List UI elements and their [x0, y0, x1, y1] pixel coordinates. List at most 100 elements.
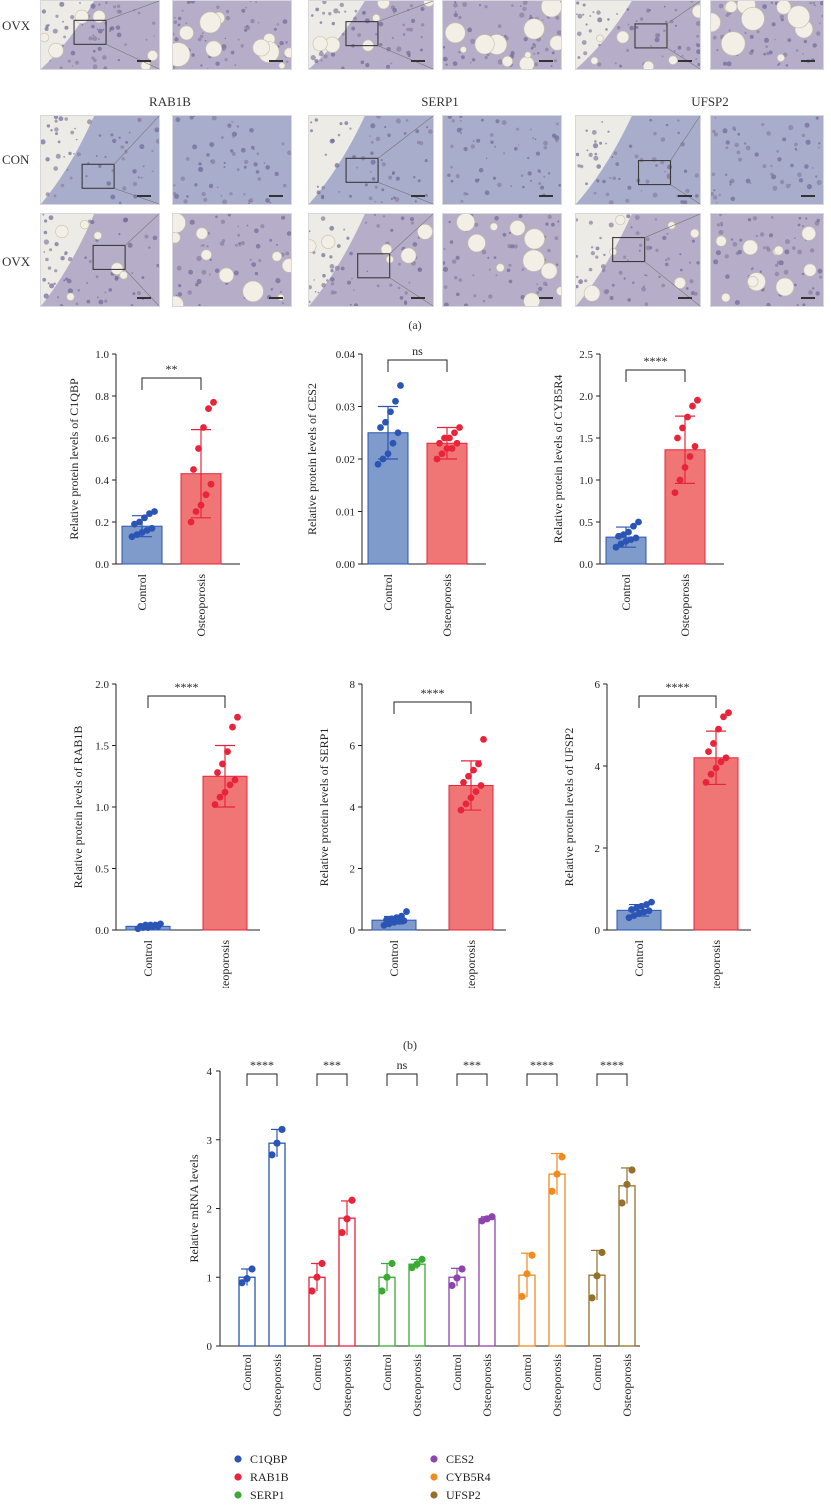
data-point — [436, 439, 443, 447]
data-point — [679, 424, 686, 432]
y-tick-label: 2 — [595, 843, 601, 855]
x-tick-label: Control — [450, 1353, 464, 1390]
data-point — [200, 424, 207, 431]
data-point — [214, 769, 221, 776]
y-tick-label: 1.0 — [95, 349, 109, 361]
zoom-box — [81, 163, 115, 189]
histology-image-ovx-top-2-zoom — [710, 0, 824, 70]
data-point — [418, 1255, 426, 1263]
data-point — [558, 1153, 566, 1161]
data-point — [308, 1287, 316, 1295]
data-point — [388, 1259, 396, 1268]
zoom-box — [92, 244, 126, 270]
data-point — [630, 522, 637, 530]
bar-ufsp2-osteoporosis — [618, 1185, 636, 1347]
data-point — [224, 748, 231, 756]
y-axis-label: Relative protein levels of SERP1 — [317, 728, 331, 887]
zoom-box — [357, 253, 391, 279]
significance-bracket — [386, 1073, 418, 1086]
bar-ces2-osteoporosis — [478, 1218, 496, 1347]
data-point — [394, 429, 402, 437]
histology-image-ovx-0-low — [40, 213, 160, 307]
data-point — [523, 1270, 531, 1278]
scale-bar — [539, 60, 553, 62]
x-tick-label: Osteoporosis — [410, 1354, 424, 1417]
data-point — [681, 464, 689, 471]
x-tick-label: Osteoporosis — [620, 1354, 634, 1417]
scale-bar — [411, 297, 425, 299]
data-point — [725, 709, 732, 717]
significance-label: **** — [175, 680, 199, 694]
data-point — [313, 1273, 321, 1281]
gene-label-ufsp2: UFSP2 — [691, 94, 729, 109]
x-tick-label: Osteoporosis — [218, 940, 232, 988]
x-tick-label: Osteoporosis — [550, 1354, 564, 1417]
data-point — [691, 443, 699, 450]
data-point — [205, 405, 212, 412]
x-tick-label: Osteoporosis — [270, 1354, 284, 1417]
data-point — [684, 413, 691, 421]
legend-svg: C1QBP RAB1B SERP1 CES2 CYB5R4 UFSP2 — [234, 1452, 491, 1502]
y-tick-label: 3 — [207, 1135, 213, 1147]
significance-label: **** — [644, 354, 668, 368]
legend-label-cyb5r4: CYB5R4 — [446, 1470, 491, 1484]
chart-mrna: Relative mRNA levels 0 1 2 3 4 Control Osteopor… — [187, 1058, 640, 1417]
histology-image-ovx-0-zoom — [172, 213, 292, 307]
data-point — [623, 1180, 631, 1189]
scale-bar — [678, 297, 692, 299]
data-point — [612, 543, 620, 551]
data-point — [231, 776, 239, 784]
histology-image-ovx-top-1-zoom — [442, 0, 562, 70]
y-tick-label: 0.5 — [579, 517, 593, 529]
data-point — [635, 518, 642, 526]
y-tick-label: 6 — [350, 741, 356, 753]
significance-label: **** — [421, 686, 445, 700]
y-tick-label: 0.0 — [95, 925, 109, 937]
zoom-box — [634, 23, 668, 49]
data-point — [689, 402, 696, 410]
y-tick-label: 0.8 — [95, 391, 109, 403]
y-tick-label: 8 — [350, 679, 356, 691]
data-point — [374, 460, 382, 468]
row-label-ovx-top: OVX — [2, 18, 31, 33]
data-point — [617, 540, 625, 548]
data-point — [142, 921, 149, 929]
data-point — [438, 450, 446, 458]
data-point — [229, 723, 236, 731]
data-point — [457, 806, 465, 814]
histology-image-con-2-zoom — [710, 115, 824, 205]
data-point — [480, 735, 487, 743]
data-point — [243, 1275, 251, 1283]
data-point — [234, 713, 241, 721]
histology-image-con-0-low — [40, 115, 160, 205]
data-point — [192, 508, 200, 515]
row-label-ovx: OVX — [2, 254, 31, 269]
y-tick-label: 1.5 — [95, 741, 109, 753]
gene-label-serp1: SERP1 — [421, 94, 459, 109]
x-tick-label: Osteoporosis — [464, 940, 478, 988]
bar-cyb5r4-osteoporosis — [548, 1173, 566, 1347]
significance-label: ** — [166, 362, 178, 376]
significance-bracket — [526, 1073, 558, 1086]
zoom-box — [73, 19, 107, 45]
y-tick-label: 2 — [350, 864, 356, 876]
histology-image-ovx-top-0-zoom — [172, 0, 292, 70]
y-tick-label: 2 — [207, 1204, 213, 1216]
data-point — [645, 907, 653, 915]
y-tick-label: 0.2 — [95, 517, 109, 529]
significance-bracket — [596, 1073, 628, 1086]
data-point — [548, 1187, 556, 1195]
data-point — [453, 439, 461, 447]
data-point — [477, 782, 485, 789]
y-axis-label: Relative protein levels of CYB5R4 — [551, 375, 565, 544]
significance-bracket — [393, 701, 472, 714]
x-tick-label: Control — [632, 939, 646, 976]
significance-bracket — [246, 1073, 278, 1086]
significance-bracket — [147, 695, 226, 708]
histology-image-con-2-low — [575, 115, 701, 205]
histology-image-con-1-low — [308, 115, 434, 205]
y-tick-label: 6 — [595, 679, 601, 691]
data-point — [705, 748, 712, 756]
data-point — [676, 476, 684, 484]
data-point — [441, 434, 448, 442]
